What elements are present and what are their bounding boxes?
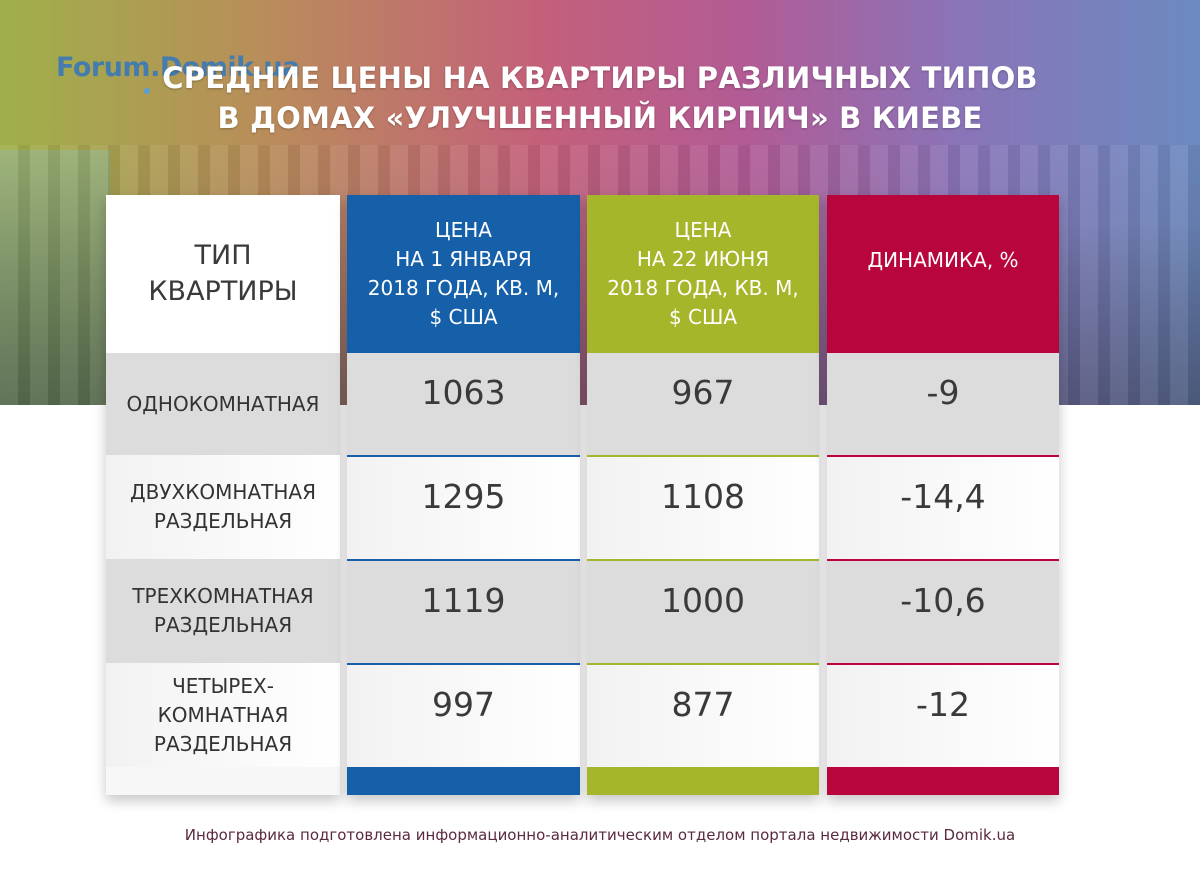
header-price-jun-label: ЦЕНА НА 22 ИЮНЯ 2018 ГОДА, КВ. М, $ США	[607, 218, 799, 329]
header-apartment-type: ТИП КВАРТИРЫ	[106, 195, 340, 353]
separator	[347, 663, 580, 665]
cell-price-jun-2: 1108	[587, 457, 819, 559]
cell-dynamics-2: -14,4	[827, 457, 1059, 559]
cell-dynamics-4: -12	[827, 665, 1059, 767]
separator	[587, 663, 819, 665]
separator	[587, 455, 819, 457]
separator	[347, 455, 580, 457]
column-dynamics: ДИНАМИКА, % -9 -14,4 -10,6 -12	[827, 195, 1059, 795]
header-price-jan: ЦЕНА НА 1 ЯНВАРЯ 2018 ГОДА, КВ. М, $ США	[347, 195, 580, 353]
footer-credit: Инфографика подготовлена информационно-а…	[184, 826, 1016, 844]
column-price-jun: ЦЕНА НА 22 ИЮНЯ 2018 ГОДА, КВ. М, $ США …	[587, 195, 819, 795]
title-line-2: В ДОМАХ «УЛУЧШЕННЫЙ КИРПИЧ» В КИЕВЕ	[217, 101, 983, 135]
cell-price-jun-4: 877	[587, 665, 819, 767]
header-apartment-type-label: ТИП КВАРТИРЫ	[148, 240, 298, 307]
header-dynamics: ДИНАМИКА, %	[827, 195, 1059, 353]
column-price-jan: ЦЕНА НА 1 ЯНВАРЯ 2018 ГОДА, КВ. М, $ США…	[347, 195, 580, 795]
column-apartment-type: ТИП КВАРТИРЫ ОДНОКОМНАТНАЯ ДВУХКОМНАТНАЯ…	[106, 195, 340, 795]
row-label-4: ЧЕТЫРЕХ- КОМНАТНАЯ РАЗДЕЛЬНАЯ	[106, 663, 340, 767]
column-footer-bar	[347, 767, 580, 795]
separator	[827, 663, 1059, 665]
cell-price-jan-2: 1295	[347, 457, 580, 559]
infographic-title: СРЕДНИЕ ЦЕНЫ НА КВАРТИРЫ РАЗЛИЧНЫХ ТИПОВ…	[0, 58, 1200, 138]
cell-price-jun-1: 967	[587, 353, 819, 455]
title-line-1: СРЕДНИЕ ЦЕНЫ НА КВАРТИРЫ РАЗЛИЧНЫХ ТИПОВ	[162, 61, 1038, 95]
site-logo: Forum.Domik.ua	[56, 52, 300, 83]
header-price-jan-label: ЦЕНА НА 1 ЯНВАРЯ 2018 ГОДА, КВ. М, $ США	[367, 218, 560, 329]
river-area	[0, 150, 110, 405]
cell-price-jan-4: 997	[347, 665, 580, 767]
separator	[827, 559, 1059, 561]
header-dynamics-label: ДИНАМИКА, %	[867, 247, 1019, 272]
cell-dynamics-1: -9	[827, 353, 1059, 455]
logo-dot-icon	[144, 88, 150, 94]
separator	[827, 455, 1059, 457]
cell-dynamics-3: -10,6	[827, 561, 1059, 663]
row-label-1: ОДНОКОМНАТНАЯ	[106, 353, 340, 455]
row-label-2: ДВУХКОМНАТНАЯ РАЗДЕЛЬНАЯ	[106, 455, 340, 559]
separator	[587, 559, 819, 561]
row-label-3: ТРЕХКОМНАТНАЯ РАЗДЕЛЬНАЯ	[106, 559, 340, 663]
separator	[347, 559, 580, 561]
cell-price-jun-3: 1000	[587, 561, 819, 663]
column-footer-bar	[587, 767, 819, 795]
cell-price-jan-1: 1063	[347, 353, 580, 455]
column-footer-bar	[827, 767, 1059, 795]
cell-price-jan-3: 1119	[347, 561, 580, 663]
header-price-jun: ЦЕНА НА 22 ИЮНЯ 2018 ГОДА, КВ. М, $ США	[587, 195, 819, 353]
